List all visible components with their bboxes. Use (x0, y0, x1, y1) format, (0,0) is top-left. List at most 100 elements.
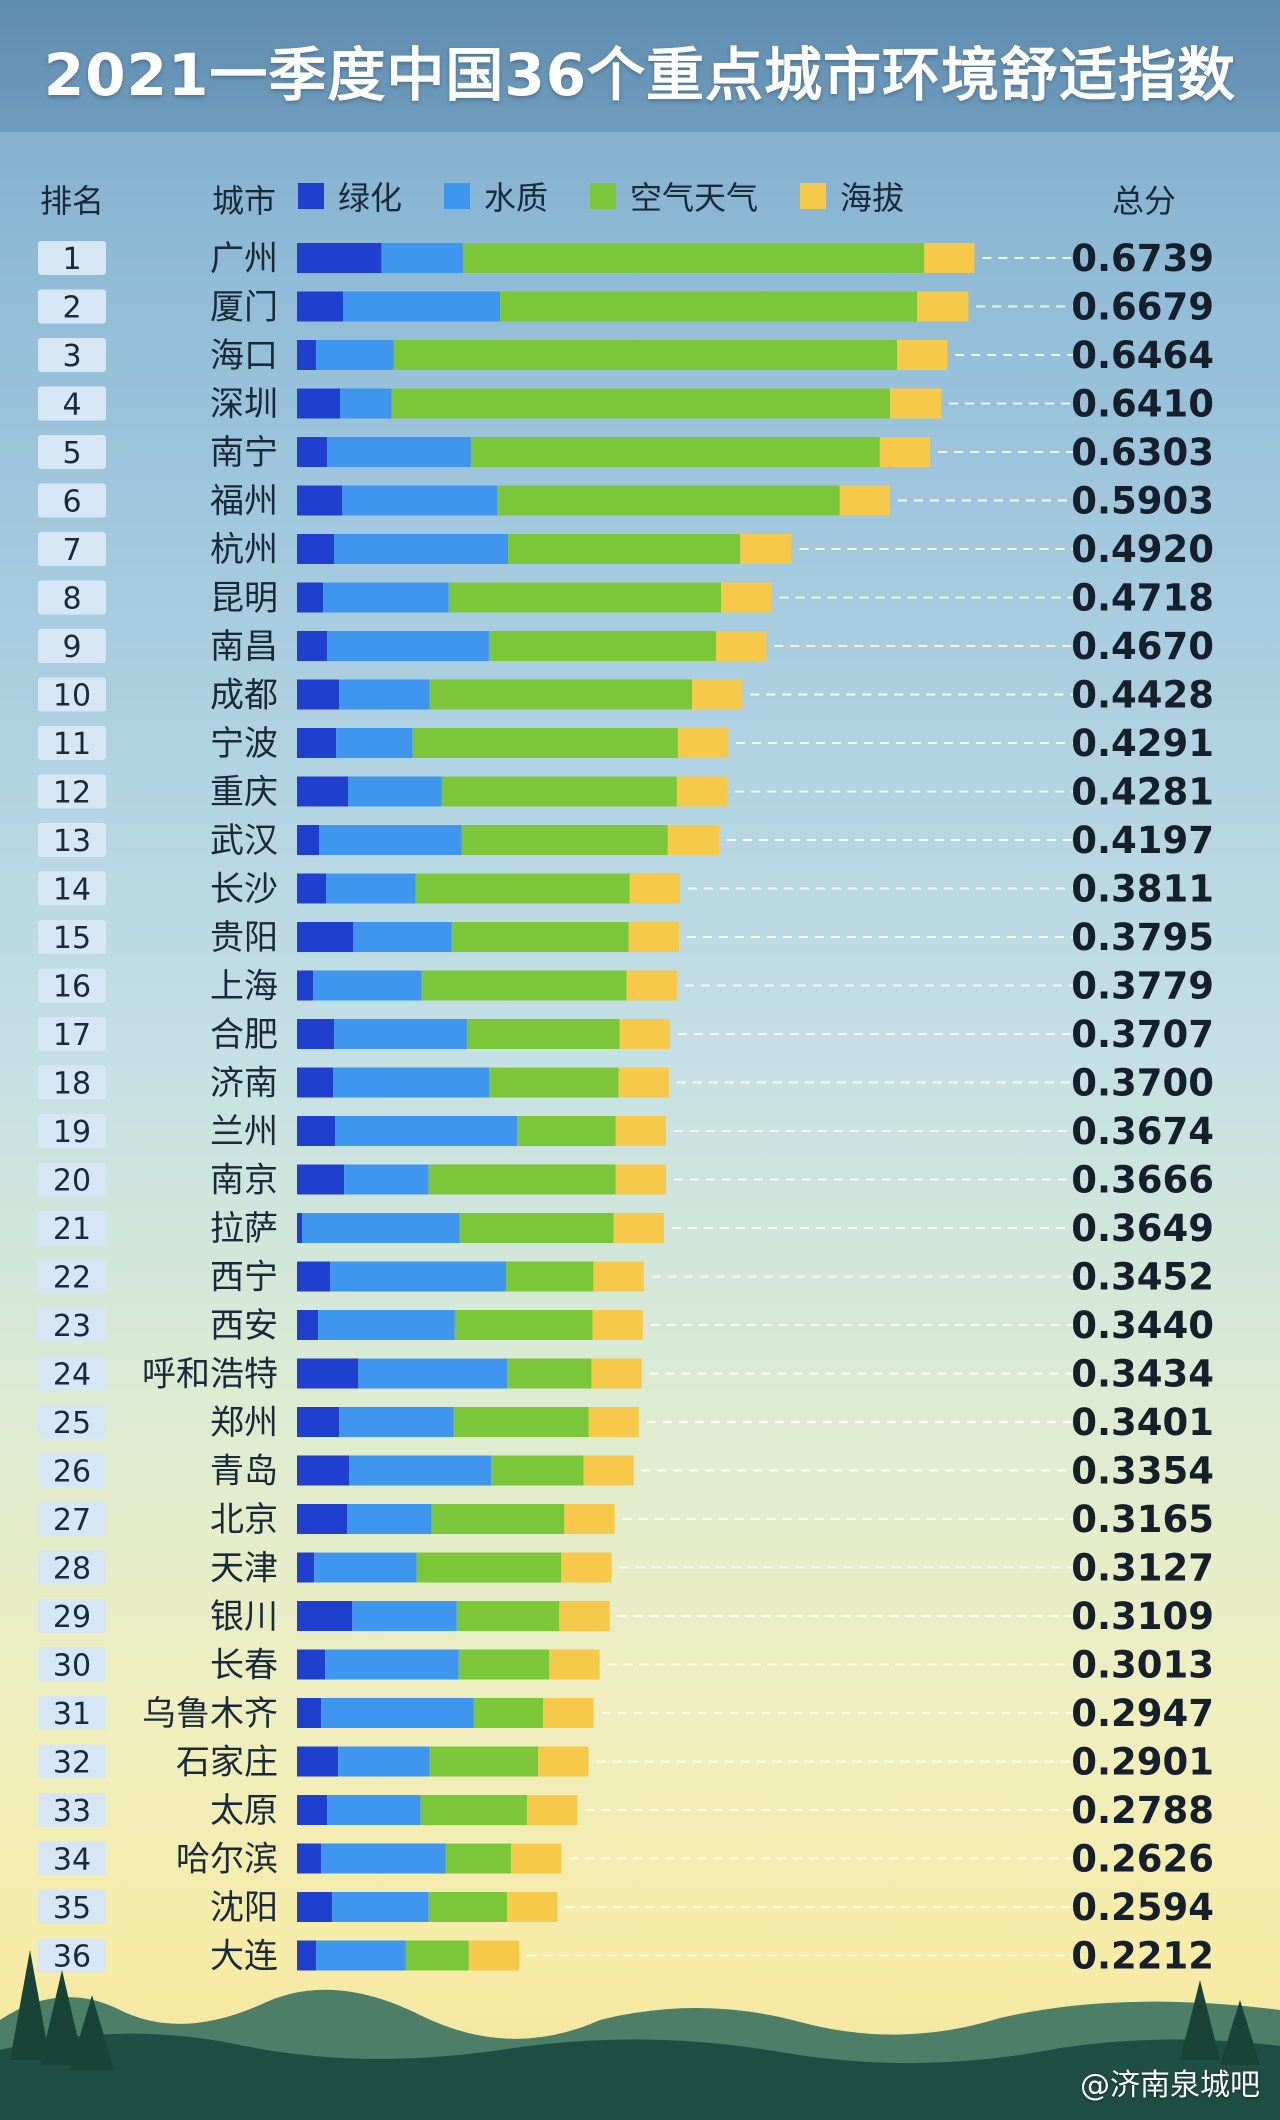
legend-swatch-altitude (800, 183, 827, 209)
bar-segment-air (405, 1940, 469, 1971)
total-value: 0.3109 (1071, 1595, 1214, 1638)
rank-badge (38, 483, 106, 518)
bar-segment-air (497, 485, 840, 516)
rank-badge (38, 289, 106, 324)
bar-segment-green (297, 1649, 326, 1680)
chart-row: 8 昆明 0.4718 (38, 577, 1214, 620)
bar-segment-air (393, 340, 897, 370)
bar-segment-altitude (917, 291, 969, 322)
rank-badge (38, 1065, 106, 1100)
chart-row: 15 贵阳 0.3795 (38, 916, 1214, 959)
city-label: 重庆 (210, 773, 278, 813)
total-value: 0.3649 (1071, 1207, 1214, 1250)
bar-segment-air (451, 922, 629, 952)
rank-label: 3 (62, 339, 81, 374)
bar-segment-air (453, 1407, 589, 1437)
total-value: 0.3401 (1071, 1401, 1214, 1444)
city-label: 太原 (210, 1791, 278, 1831)
total-value: 0.4281 (1071, 771, 1214, 814)
chart-row: 17 合肥 0.3707 (38, 1013, 1214, 1056)
bar-segment-altitude (897, 340, 948, 370)
total-value: 0.3779 (1071, 965, 1214, 1008)
rank-badge (38, 1162, 106, 1197)
bar-segment-green (297, 970, 314, 1001)
total-value: 0.3707 (1071, 1013, 1214, 1056)
bar-segment-green (297, 873, 327, 904)
chart-row: 34 哈尔滨 0.2626 (38, 1838, 1214, 1881)
bar-segment-altitude (615, 1116, 666, 1146)
bar-segment-water (313, 970, 422, 1001)
title-band (0, 0, 1280, 132)
legend: 绿化 水质 空气天气 海拔 (298, 176, 946, 217)
city-label: 兰州 (210, 1112, 278, 1152)
rank-label: 22 (53, 1261, 91, 1296)
bar-segment-air (391, 388, 890, 419)
bar-segment-altitude (564, 1504, 615, 1534)
chart-row: 23 西安 0.3440 (38, 1304, 1214, 1347)
city-label: 杭州 (210, 530, 278, 570)
bar-segment-green (297, 1067, 334, 1098)
rank-label: 35 (53, 1891, 91, 1926)
total-value: 0.3795 (1071, 916, 1214, 959)
bar-segment-water (316, 340, 394, 370)
city-label: 厦门 (210, 288, 278, 328)
bar-segment-altitude (716, 631, 767, 661)
bar-segment-green (297, 1601, 353, 1631)
chart-row: 4 深圳 0.6410 (38, 383, 1214, 426)
city-label: 宁波 (210, 724, 278, 764)
bar-segment-water (352, 1601, 457, 1631)
bar-segment-altitude (740, 534, 792, 564)
chart-row: 25 郑州 0.3401 (38, 1401, 1214, 1444)
city-label: 长沙 (210, 870, 278, 910)
total-value: 0.3127 (1071, 1547, 1214, 1590)
rank-label: 2 (62, 291, 81, 326)
bar-segment-air (462, 243, 925, 273)
bar-segment-air (470, 437, 880, 467)
chart-row: 32 石家庄 0.2901 (38, 1741, 1214, 1784)
rank-label: 18 (53, 1067, 91, 1102)
bar-segment-water (321, 1843, 446, 1874)
bar-segment-altitude (538, 1746, 589, 1777)
rank-label: 28 (53, 1552, 91, 1587)
bar-segment-altitude (667, 825, 720, 855)
city-label: 青岛 (210, 1452, 278, 1492)
chart-row: 26 青岛 0.3354 (38, 1450, 1214, 1493)
city-label: 成都 (210, 676, 278, 716)
bar-segment-water (339, 679, 430, 710)
total-value: 0.4197 (1071, 819, 1214, 862)
rank-label: 34 (53, 1843, 91, 1878)
bar-segment-water (342, 485, 497, 516)
chart-row: 2 厦门 0.6679 (38, 286, 1214, 329)
total-value: 0.2594 (1071, 1886, 1214, 1929)
bar-segment-green (297, 922, 354, 952)
total-value: 0.6303 (1071, 431, 1214, 474)
rank-label: 25 (53, 1406, 91, 1441)
rank-badge (38, 920, 106, 954)
chart-row: 6 福州 0.5903 (38, 480, 1214, 523)
rank-label: 7 (62, 533, 81, 568)
total-value: 0.2901 (1071, 1741, 1214, 1784)
bar-segment-air (448, 582, 722, 613)
city-label: 郑州 (210, 1403, 278, 1443)
total-value: 0.3666 (1071, 1159, 1214, 1202)
bar-segment-altitude (618, 1067, 669, 1098)
total-value: 0.3811 (1071, 868, 1214, 911)
rank-label: 1 (62, 242, 81, 277)
rank-label: 30 (53, 1649, 91, 1684)
chart-row: 3 海口 0.6464 (38, 334, 1214, 377)
rank-label: 21 (53, 1212, 91, 1247)
bar-segment-air (489, 631, 717, 661)
bar-segment-green (297, 1455, 350, 1486)
bar-segment-green (297, 243, 382, 273)
rank-badge (38, 338, 106, 372)
rank-badge (38, 823, 106, 857)
bar-segment-water (323, 582, 449, 613)
rank-label: 15 (53, 921, 91, 956)
bar-segment-green (297, 1019, 335, 1049)
bar-segment-water (343, 291, 500, 322)
rank-label: 11 (53, 727, 91, 762)
stacked-bar-chart: 1 广州 0.6739 2 厦门 0.6679 3 海口 0.6464 4 深圳 0.6410 5 南宁 0… (38, 240, 1214, 1978)
rank-label: 12 (53, 776, 91, 811)
bar-segment-air (491, 1455, 584, 1486)
bar-segment-green (297, 388, 341, 419)
